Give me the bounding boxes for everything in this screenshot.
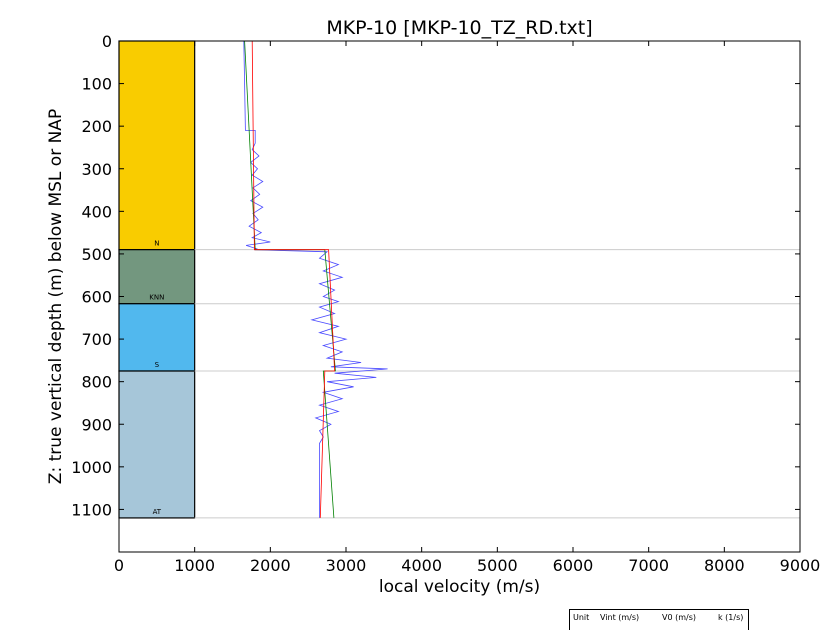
x-axis-label: local velocity (m/s) (379, 577, 540, 597)
plot-frame (118, 40, 801, 553)
layer-label-n: N (154, 240, 159, 248)
layer-label-at: AT (153, 508, 162, 516)
y-tick-label: 900 (81, 415, 112, 434)
series-line-1 (244, 40, 336, 518)
x-tick-label: 8000 (704, 556, 745, 575)
unit-table: Unit Vint (m/s) V0 (m/s) k (1/s) (569, 609, 749, 630)
series-line-0 (243, 40, 388, 518)
y-tick-label: 0 (102, 32, 112, 51)
layer-label-knn: KNN (149, 294, 164, 302)
layer-block-at (118, 370, 196, 519)
series-line-2 (251, 40, 336, 518)
y-tick-label: 300 (81, 160, 112, 179)
x-tick-label: 0 (114, 556, 124, 575)
y-tick-label: 1100 (71, 500, 112, 519)
x-tick-label: 7000 (628, 556, 669, 575)
unit-col-header: Unit (573, 613, 590, 622)
y-axis-label: Z: true vertical depth (m) below MSL or … (46, 109, 66, 484)
y-tick-label: 100 (81, 75, 112, 94)
x-tick-label: 2000 (250, 556, 291, 575)
x-tick-label: 5000 (477, 556, 518, 575)
y-tick-label: 800 (81, 373, 112, 392)
x-tick-label: 6000 (553, 556, 594, 575)
x-tick-label: 3000 (326, 556, 367, 575)
y-tick-label: 200 (81, 117, 112, 136)
layer-block-knn (118, 249, 196, 305)
y-tick-label: 1000 (71, 458, 112, 477)
y-tick-label: 600 (81, 288, 112, 307)
y-tick-label: 500 (81, 245, 112, 264)
v0-col-header: V0 (m/s) (662, 613, 697, 622)
y-tick-label: 400 (81, 202, 112, 221)
layer-block-n (118, 40, 196, 251)
x-tick-label: 9000 (780, 556, 821, 575)
y-tick-label: 700 (81, 330, 112, 349)
layer-label-s: S (155, 361, 160, 369)
vint-col-header: Vint (m/s) (600, 613, 640, 622)
x-tick-label: 4000 (401, 556, 442, 575)
layer-block-s (118, 303, 196, 372)
x-tick-label: 1000 (174, 556, 215, 575)
chart-title: MKP-10 [MKP-10_TZ_RD.txt] (326, 17, 592, 39)
k-col-header: k (1/s) (718, 613, 744, 622)
